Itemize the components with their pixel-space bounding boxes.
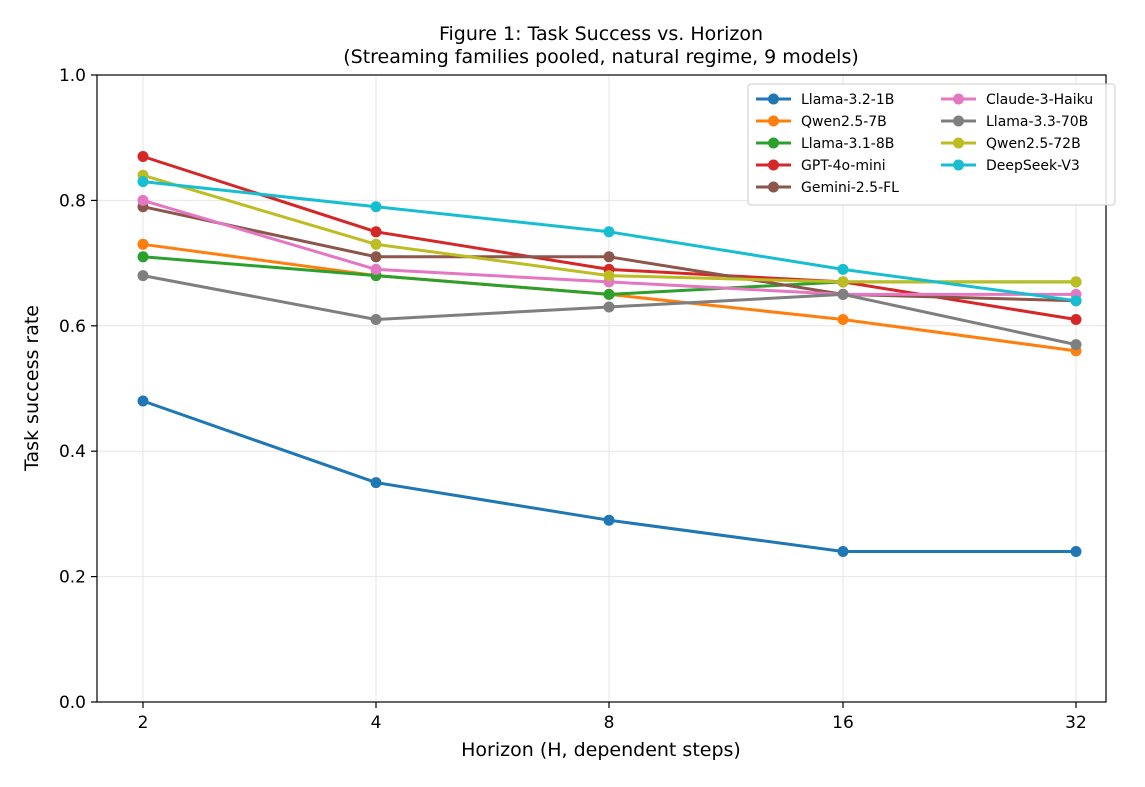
- legend-marker: [768, 181, 779, 193]
- data-point: [603, 270, 615, 282]
- chart-subtitle: (Streaming families pooled, natural regi…: [343, 46, 859, 68]
- legend-entry: Llama-3.2-1B: [756, 92, 894, 108]
- axis-ticks: 2 4 8 16 32 0.0 0.2 0.4 0.6 0.8 1.0: [59, 66, 1087, 733]
- legend-marker: [953, 159, 964, 171]
- data-point: [837, 288, 849, 300]
- data-point: [137, 176, 149, 188]
- legend-entry: Llama-3.1-8B: [756, 136, 894, 152]
- data-point: [1070, 276, 1082, 288]
- data-point: [603, 514, 615, 526]
- x-tick-label: 2: [138, 713, 149, 733]
- data-point: [603, 251, 615, 263]
- legend-entry: Gemini-2.5-FL: [756, 180, 899, 196]
- x-tick-label: 32: [1065, 713, 1087, 733]
- data-point: [603, 288, 615, 300]
- data-point: [137, 270, 149, 282]
- series-llama-3-3-70b: [137, 270, 1082, 351]
- legend-box: [747, 83, 1116, 206]
- data-point: [137, 395, 149, 407]
- series-lines: [137, 151, 1082, 557]
- series-qwen2-5-72b: [137, 169, 1082, 288]
- legend-entry: GPT-4o-mini: [756, 158, 886, 174]
- x-tick-label: 8: [604, 713, 615, 733]
- data-point: [370, 226, 382, 238]
- data-point: [837, 314, 849, 325]
- data-point: [370, 477, 382, 489]
- y-tick-label: 0.8: [59, 191, 86, 211]
- legend-label: Llama-3.2-1B: [801, 92, 894, 108]
- data-point: [370, 238, 382, 250]
- legend-marker: [768, 93, 779, 105]
- data-point: [370, 201, 382, 213]
- series-deepseek-v3: [137, 176, 1082, 307]
- data-point: [370, 263, 382, 275]
- y-axis-label: Task success rate: [21, 305, 43, 472]
- data-point: [1070, 295, 1082, 307]
- legend-label: Qwen2.5-7B: [801, 114, 887, 130]
- legend-entry: Claude-3-Haiku: [941, 92, 1093, 108]
- data-point: [837, 546, 849, 557]
- data-point: [837, 263, 849, 275]
- legend-label: Llama-3.3-70B: [986, 114, 1088, 130]
- y-tick-label: 0.4: [59, 442, 86, 462]
- data-point: [137, 238, 149, 250]
- data-point: [603, 226, 615, 238]
- legend-label: Gemini-2.5-FL: [801, 180, 899, 196]
- y-tick-label: 1.0: [59, 66, 86, 86]
- data-point: [370, 251, 382, 263]
- data-point: [1070, 546, 1082, 557]
- legend-entry: Llama-3.3-70B: [941, 114, 1088, 130]
- x-tick-label: 4: [371, 713, 382, 733]
- legend-marker: [768, 115, 779, 127]
- plot-frame: [96, 74, 1107, 703]
- legend-marker: [953, 93, 964, 105]
- legend-label: Llama-3.1-8B: [801, 136, 894, 152]
- data-point: [137, 251, 149, 263]
- data-point: [137, 151, 149, 162]
- data-point: [603, 301, 615, 313]
- data-point: [1070, 314, 1082, 325]
- y-tick-label: 0.6: [59, 317, 86, 337]
- data-point: [370, 314, 382, 325]
- x-axis-label: Horizon (H, dependent steps): [461, 739, 741, 761]
- legend: Llama-3.2-1B Qwen2.5-7B Llama-3.1-8B GPT-4o…: [747, 83, 1116, 206]
- legend-entry: Qwen2.5-72B: [941, 136, 1081, 152]
- series-llama-3-2-1b: [137, 395, 1082, 557]
- y-tick-label: 0.0: [59, 693, 86, 713]
- y-tick-label: 0.2: [59, 568, 86, 588]
- legend-entry: Qwen2.5-7B: [756, 114, 887, 130]
- x-tick-label: 16: [832, 713, 854, 733]
- legend-label: Claude-3-Haiku: [986, 92, 1093, 108]
- data-point: [1070, 339, 1082, 351]
- legend-label: Qwen2.5-72B: [986, 136, 1081, 152]
- legend-marker: [953, 137, 964, 149]
- data-point: [837, 276, 849, 288]
- legend-entry: DeepSeek-V3: [941, 158, 1080, 174]
- legend-marker: [768, 159, 779, 171]
- data-point: [137, 194, 149, 206]
- legend-marker: [768, 137, 779, 149]
- legend-label: GPT-4o-mini: [801, 158, 886, 174]
- chart-title: Figure 1: Task Success vs. Horizon: [439, 23, 763, 45]
- legend-marker: [953, 115, 964, 127]
- legend-label: DeepSeek-V3: [986, 158, 1080, 174]
